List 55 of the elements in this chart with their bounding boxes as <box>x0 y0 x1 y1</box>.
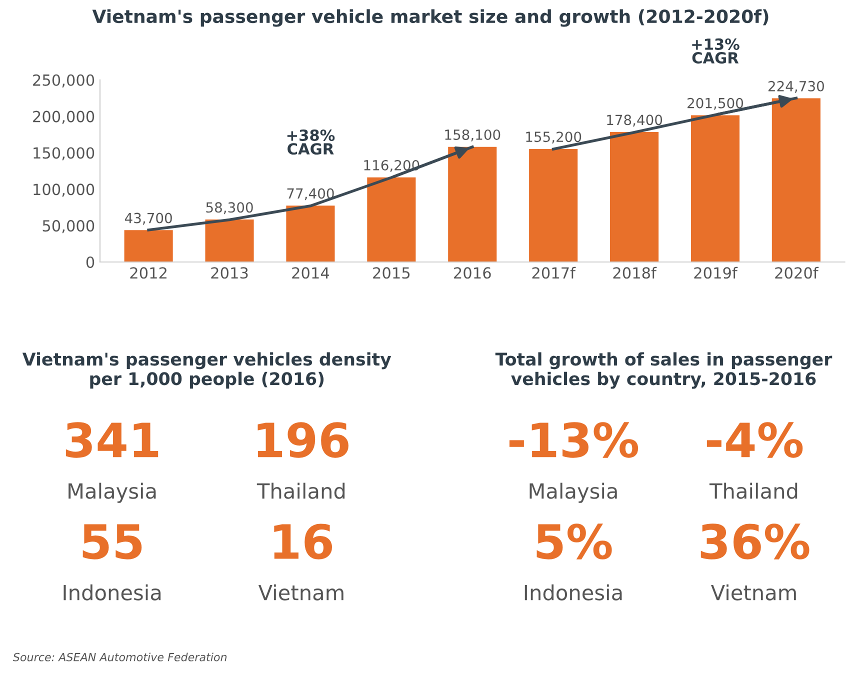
text: Vietnam <box>258 584 344 600</box>
data-label: 224,730 <box>768 80 824 93</box>
bar <box>286 206 335 262</box>
x-tick-label: 2019f <box>694 266 738 279</box>
chart-title: Vietnam's passenger vehicle market size and growth (2012-2020f) <box>92 9 768 27</box>
data-label: 155,200 <box>526 132 582 144</box>
x-tick-label: 2013 <box>211 267 248 279</box>
bar <box>124 230 173 262</box>
text: 341 <box>66 422 158 458</box>
y-tick-label: 50,000 <box>42 220 94 234</box>
x-tick-label: 2015 <box>373 267 410 279</box>
bar <box>205 220 254 262</box>
text: Vietnam <box>711 584 796 600</box>
data-label: 158,100 <box>445 129 500 142</box>
text: Malaysia <box>530 482 617 503</box>
x-tick-label: 2018f <box>613 266 657 279</box>
y-tick-label: 150,000 <box>34 147 94 160</box>
bar <box>610 132 659 262</box>
x-tick-label: 2012 <box>130 267 166 279</box>
bar <box>367 177 416 262</box>
y-tick-label: 100,000 <box>34 184 94 197</box>
data-label: 201,500 <box>688 98 744 110</box>
x-tick-label: 2014 <box>292 267 330 279</box>
data-label: 178,400 <box>607 114 662 127</box>
data-label: 58,300 <box>206 202 253 214</box>
bar <box>448 146 497 262</box>
text: Vietnam's passenger vehicles density per 1,000 people (2016) <box>22 352 392 389</box>
text: Indonesia <box>524 584 622 600</box>
text: Thailand <box>256 482 345 499</box>
y-tick-label: 0 <box>86 256 94 268</box>
text: 16 <box>274 524 332 560</box>
source-note: Source: ASEAN Automotive Federation <box>12 652 227 662</box>
bar <box>772 98 820 262</box>
text: 36% <box>700 524 810 560</box>
data-label: 43,700 <box>124 212 172 225</box>
text: 196 <box>258 422 348 458</box>
x-tick-label: 2016 <box>454 267 491 279</box>
x-tick-label: 2017f <box>532 266 576 279</box>
text: Indonesia <box>64 584 161 600</box>
text: 55 <box>82 524 142 560</box>
data-label: 116,200 <box>364 160 420 172</box>
text: Total growth of sales in passenger vehicles by country, 2015-2016 <box>495 352 832 389</box>
text: -13% <box>509 422 638 458</box>
text: Malaysia <box>68 482 156 503</box>
annotation: +38% CAGR <box>287 129 335 155</box>
y-tick-label: 200,000 <box>33 110 94 124</box>
text: Thailand <box>709 482 798 499</box>
data-label: 77,400 <box>287 188 334 200</box>
bar <box>690 115 740 262</box>
bar <box>529 148 578 262</box>
x-tick-label: 2020f <box>775 266 819 279</box>
text: -4% <box>706 422 803 458</box>
text: +13% CAGR <box>692 38 740 64</box>
text: 5% <box>536 524 612 560</box>
y-tick-label: 250,000 <box>33 74 94 88</box>
